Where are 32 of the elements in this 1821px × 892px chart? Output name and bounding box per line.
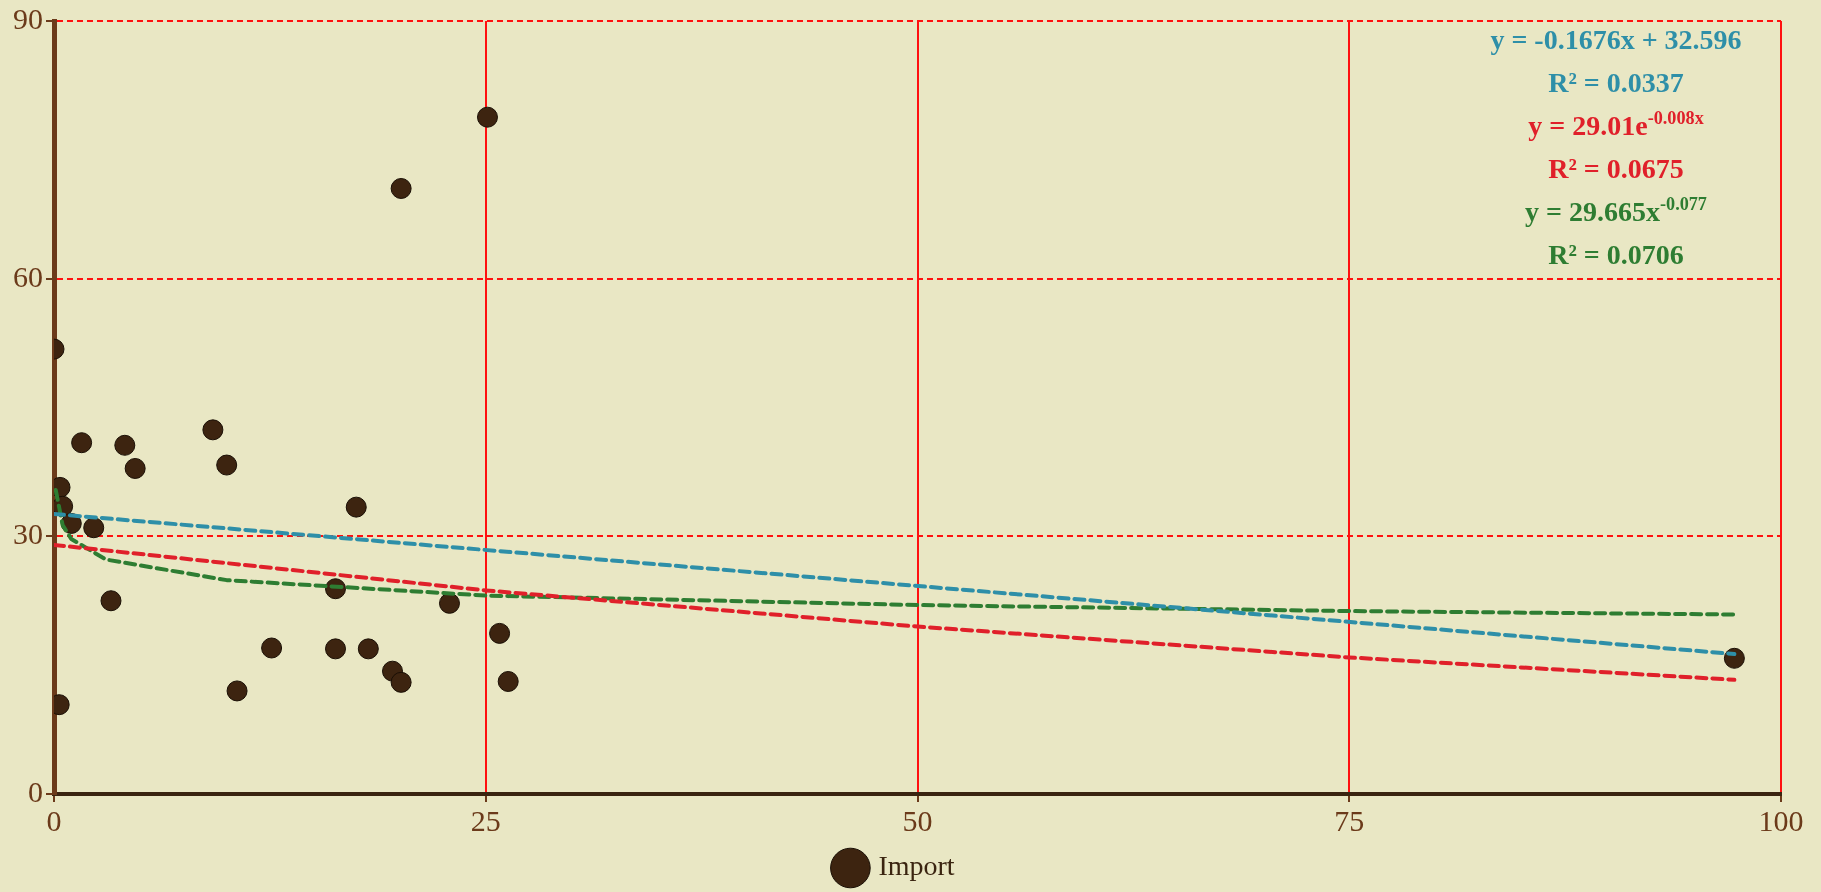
point (390, 177, 412, 199)
line-series (54, 542, 1737, 682)
x-tick-label: 75 (1334, 803, 1365, 837)
x-tick-label: 100 (1758, 803, 1804, 837)
point (124, 457, 146, 479)
point (325, 638, 346, 660)
point (476, 106, 498, 128)
point (114, 434, 136, 456)
point (345, 496, 367, 518)
point (261, 637, 283, 659)
y-tick-label: 30 (13, 517, 43, 551)
point (390, 671, 412, 693)
annotation: y = -0.1676x + 32.596 (1490, 24, 1742, 55)
annotation: R² = 0.0706 (1548, 239, 1684, 270)
point (489, 622, 511, 644)
annotation: R² = 0.0337 (1548, 67, 1684, 98)
legend-label: Import (878, 850, 955, 882)
point (438, 592, 460, 614)
point (100, 590, 122, 612)
point (216, 454, 238, 476)
point (226, 680, 248, 702)
x-tick-label: 25 (470, 803, 501, 837)
y-tick-label: 0 (28, 774, 43, 808)
x-tick-label: 50 (902, 803, 933, 837)
annotation: R² = 0.0675 (1548, 153, 1684, 184)
y-tick-label: 60 (13, 259, 43, 293)
point (202, 419, 224, 441)
point (497, 670, 519, 692)
y-tick-label: 90 (13, 1, 43, 35)
point (71, 432, 93, 454)
point (357, 638, 379, 660)
point (83, 517, 105, 539)
